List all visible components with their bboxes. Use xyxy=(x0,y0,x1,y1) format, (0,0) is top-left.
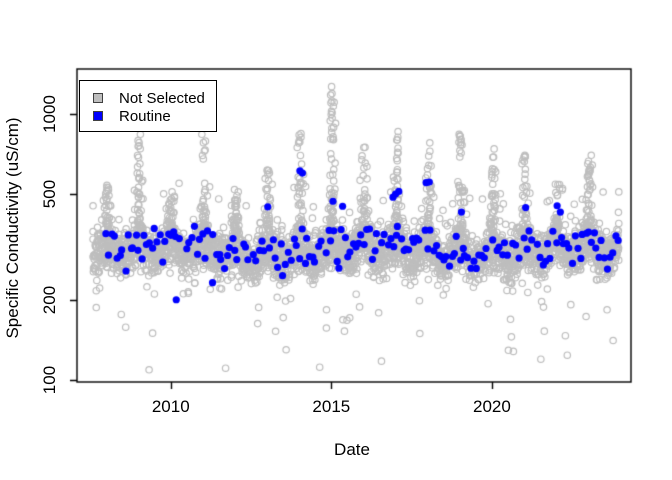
legend-item-not-selected: Not Selected xyxy=(93,89,205,107)
y-axis-title: Specific Conductivity (uS/cm) xyxy=(3,117,22,339)
legend-label-not-selected: Not Selected xyxy=(119,89,205,107)
x-axis-title: Date xyxy=(334,440,370,459)
x-tick-label-2015: 2015 xyxy=(312,397,351,416)
x-tick-label-2010: 2010 xyxy=(151,397,190,416)
y-tick-label-200: 200 xyxy=(40,285,59,314)
x-tick-label-2020: 2020 xyxy=(473,397,511,416)
legend-label-routine: Routine xyxy=(119,107,171,125)
legend: Not Selected Routine xyxy=(79,80,217,132)
legend-swatch-routine-icon xyxy=(93,111,103,121)
y-tick-label-1000: 1000 xyxy=(40,95,59,134)
y-tick-label-500: 500 xyxy=(40,179,59,209)
y-tick-label-100: 100 xyxy=(40,365,59,394)
legend-swatch-not-selected-icon xyxy=(93,93,103,103)
legend-item-routine: Routine xyxy=(93,107,171,125)
